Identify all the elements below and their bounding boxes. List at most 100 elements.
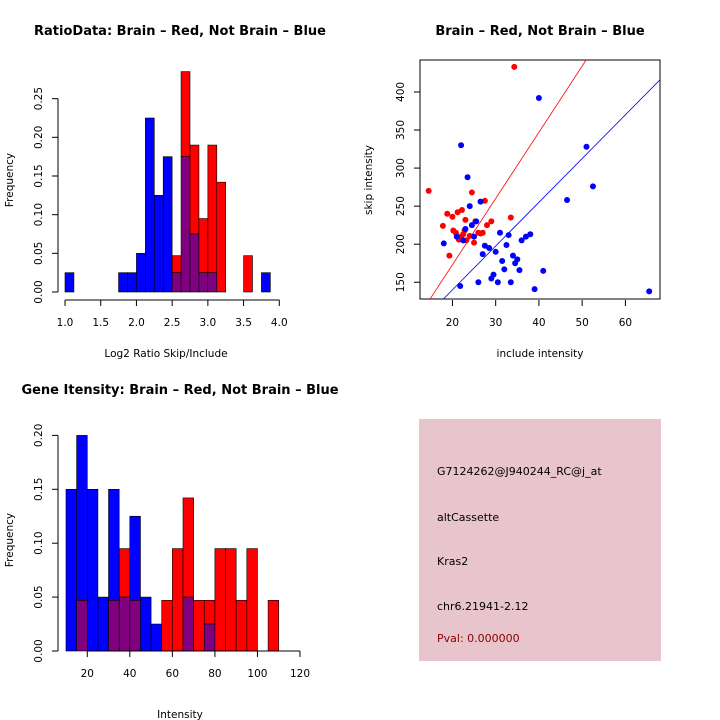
ratio-y-label: Frequency [4, 153, 16, 207]
scatter-point-not-brain [535, 95, 542, 102]
ratio-y-tick-label: 0.00 [33, 280, 45, 303]
scatter-point-not-brain [492, 248, 499, 255]
intensity-chart-title: Gene Itensity: Brain – Red, Not Brain – … [21, 383, 338, 398]
intensity-y-label: Frequency [4, 513, 16, 567]
scatter-point-brain [468, 189, 475, 196]
intensity-bar-not-brain [140, 596, 152, 652]
ratio-bar-not-brain [118, 272, 128, 293]
scatter-point-not-brain [531, 286, 538, 293]
intensity-y-tick-label: 0.10 [33, 531, 45, 554]
ratio-y-tick-label: 0.20 [33, 126, 45, 149]
intensity-y-tick-label: 0.05 [33, 585, 45, 608]
intensity-y-tick-label: 0.20 [33, 424, 45, 447]
ratio-bar-overlap [180, 156, 191, 293]
scatter-point-brain [488, 218, 495, 225]
intensity-bar-overlap [108, 600, 120, 652]
scatter-x-tick-label: 50 [575, 317, 588, 329]
scatter-x-tick-label: 20 [446, 317, 459, 329]
scatter-point-not-brain [516, 267, 523, 274]
ratio-bar-not-brain [145, 117, 155, 293]
scatter-point-not-brain [466, 203, 473, 210]
ratio-bar-overlap [207, 272, 218, 293]
info-event-type: altCassette [437, 511, 499, 524]
scatter-point-not-brain [440, 240, 447, 247]
scatter-point-not-brain [646, 288, 653, 295]
scatter-point-not-brain [490, 271, 497, 278]
scatter-point-not-brain [486, 245, 493, 252]
intensity-x-tick-label: 100 [247, 668, 267, 680]
scatter-point-not-brain [589, 183, 596, 190]
scatter-point-brain [425, 187, 432, 194]
ratio-bar-overlap [189, 233, 200, 293]
scatter-point-not-brain [497, 229, 503, 236]
intensity-bars [65, 435, 280, 652]
scatter-y-tick-label: 350 [395, 120, 407, 140]
intensity-bar-not-brain [97, 596, 109, 652]
info-background [419, 419, 661, 661]
intensity-bar-overlap [76, 600, 88, 652]
ratio-x-tick-label: 2.0 [128, 317, 145, 329]
scatter-point-not-brain [479, 251, 486, 258]
intensity-bar-brain [246, 548, 258, 652]
scatter-point-not-brain [518, 237, 525, 244]
scatter-chart-title: Brain – Red, Not Brain – Blue [435, 24, 644, 39]
ratio-bar-brain [189, 144, 200, 235]
scatter-y-tick-label: 150 [395, 272, 407, 292]
ratio-bar-overlap [198, 272, 209, 293]
intensity-bar-overlap [203, 623, 216, 652]
intensity-x-tick-label: 60 [166, 668, 179, 680]
ratio-bar-brain [171, 255, 182, 273]
scatter-point-not-brain [507, 279, 514, 286]
intensity-bar-overlap [129, 600, 141, 652]
ratio-y-tick-label: 0.05 [33, 242, 45, 265]
intensity-bar-not-brain [150, 623, 163, 652]
scatter-point-brain [462, 216, 469, 223]
intensity-y-axis: 0.00 0.05 0.10 0.15 0.20 [33, 424, 59, 663]
scatter-y-tick-label: 200 [395, 234, 407, 254]
intensity-histogram-panel: Gene Itensity: Brain – Red, Not Brain – … [4, 383, 339, 720]
scatter-point-brain [471, 239, 478, 246]
ratio-chart-title: RatioData: Brain – Red, Not Brain – Blue [34, 24, 326, 39]
ratio-x-tick-label: 1.5 [92, 317, 109, 329]
ratio-bar-not-brain [261, 272, 271, 293]
scatter-point-not-brain [473, 218, 480, 225]
ratio-x-tick-label: 1.0 [57, 317, 74, 329]
scatter-point-not-brain [494, 279, 501, 286]
intensity-bar-brain [118, 548, 131, 598]
ratio-bar-brain [243, 255, 253, 293]
intensity-bar-not-brain [76, 435, 88, 601]
scatter-point-not-brain [462, 225, 469, 232]
ratio-bar-not-brain [153, 195, 164, 293]
scatter-points [425, 63, 653, 295]
intensity-x-tick-label: 20 [81, 668, 94, 680]
scatter-x-label: include intensity [497, 348, 584, 360]
scatter-point-brain [479, 229, 486, 236]
intensity-x-axis: 20 40 60 80 100 120 [81, 650, 310, 680]
intensity-y-tick-label: 0.15 [33, 478, 45, 501]
scatter-point-not-brain [503, 241, 510, 248]
scatter-point-not-brain [460, 237, 467, 244]
ratio-bar-brain [180, 71, 191, 157]
intensity-bar-overlap [182, 596, 194, 652]
scatter-point-not-brain [499, 257, 506, 264]
ratio-bar-not-brain [136, 253, 146, 293]
scatter-point-not-brain [457, 283, 464, 290]
ratio-bars [64, 71, 271, 293]
ratio-x-tick-label: 2.5 [164, 317, 181, 329]
ratio-x-tick-label: 3.5 [235, 317, 252, 329]
ratio-bar-not-brain [162, 156, 173, 293]
intensity-x-tick-label: 40 [123, 668, 136, 680]
intensity-bar-brain [214, 548, 226, 652]
scatter-point-not-brain [540, 267, 547, 274]
scatter-x-tick-label: 40 [532, 317, 545, 329]
ratio-bar-not-brain [127, 272, 137, 293]
ratio-y-tick-label: 0.25 [33, 87, 45, 110]
scatter-x-axis: 20 30 40 50 60 [446, 300, 632, 329]
scatter-point-brain [458, 206, 465, 213]
ratio-y-tick-label: 0.10 [33, 203, 45, 226]
intensity-bar-brain [172, 548, 184, 652]
intensity-x-tick-label: 120 [290, 668, 310, 680]
info-pval: Pval: 0.000000 [437, 632, 520, 645]
scatter-point-brain [449, 213, 456, 220]
intensity-y-tick-label: 0.00 [33, 639, 45, 662]
